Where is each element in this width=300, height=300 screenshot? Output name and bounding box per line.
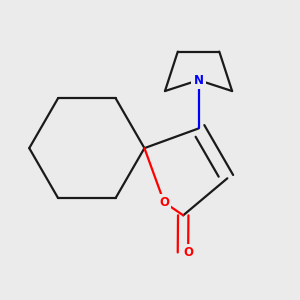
Text: N: N [194,74,203,87]
Text: O: O [184,246,194,259]
Text: O: O [159,196,169,209]
